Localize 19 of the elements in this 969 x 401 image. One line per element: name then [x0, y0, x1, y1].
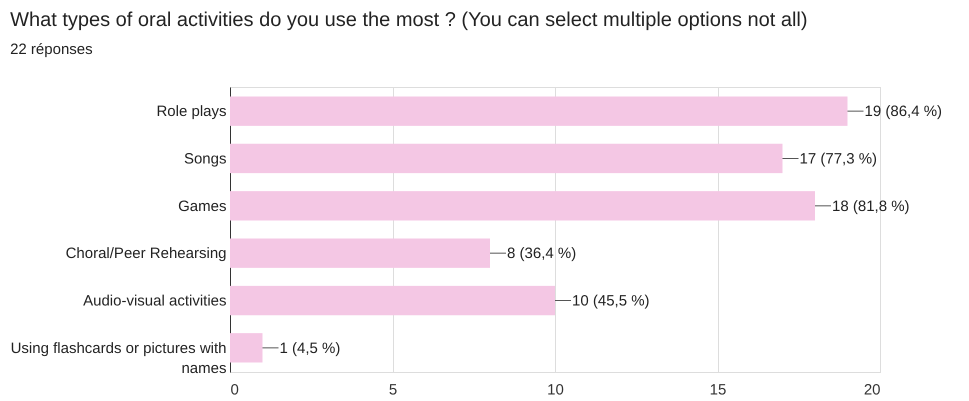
text: 22 réponses	[10, 41, 93, 58]
data-label: 17 (77,3 %)	[800, 150, 878, 168]
x-tick-label: 5	[388, 382, 398, 398]
data-label: 19 (86,4 %)	[864, 103, 942, 120]
data-label: 8 (36,4 %)	[507, 245, 576, 262]
x-tick-label: 20	[864, 382, 880, 398]
y-tick-label: Choral/Peer Rehearsing	[66, 245, 226, 262]
x-tick-label: 0	[230, 382, 239, 398]
chart-title: What types of oral activities do you use the most ? (You can select multiple options not all)	[10, 9, 808, 31]
x-tick-label: 10	[547, 382, 564, 398]
y-tick-label: Role plays	[156, 103, 226, 120]
y-tick-label: Games	[178, 198, 226, 215]
data-label: 18 (81,8 %)	[832, 198, 910, 215]
x-tick-label: 15	[710, 382, 726, 398]
data-label: 1 (4,5 %)	[280, 340, 340, 357]
y-tick-label: Songs	[184, 150, 226, 168]
y-tick-label: Using flashcards or pictures with names	[10, 340, 226, 377]
y-tick-label: Audio-visual activities	[83, 292, 226, 310]
data-label: 10 (45,5 %)	[572, 292, 650, 310]
